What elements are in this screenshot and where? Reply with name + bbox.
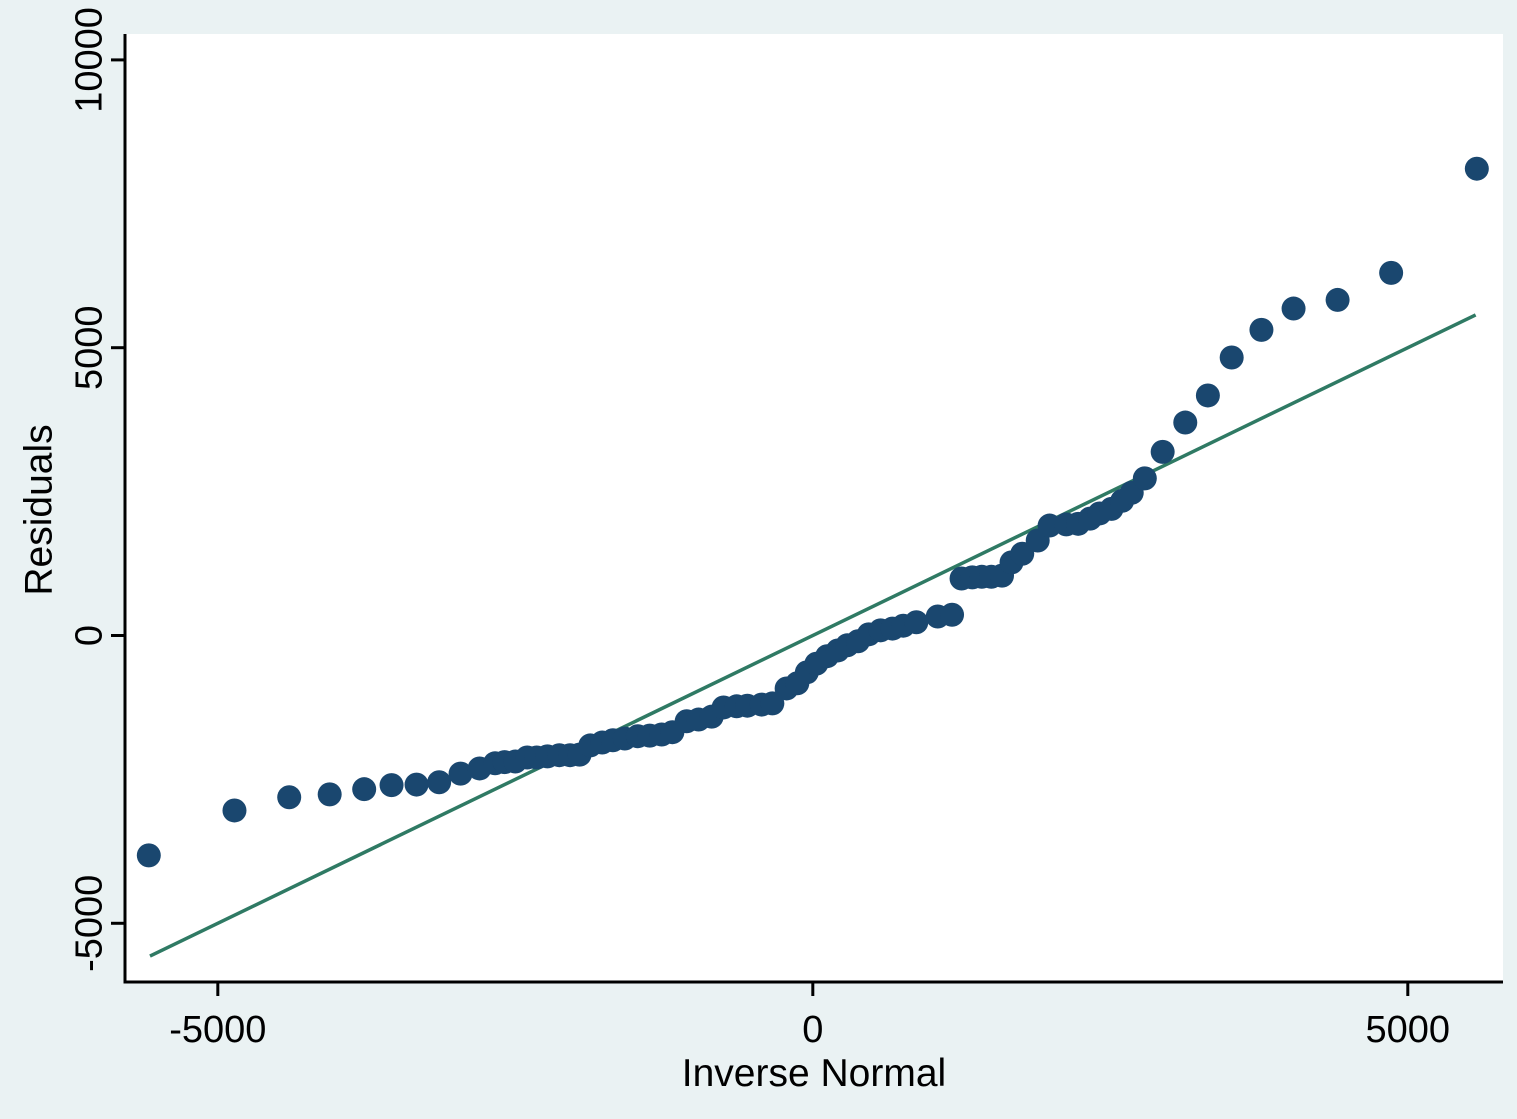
x-axis-title: Inverse Normal — [682, 1052, 946, 1095]
data-point — [352, 777, 377, 802]
data-point — [1150, 439, 1175, 464]
data-point — [1132, 466, 1157, 491]
data-point — [1173, 410, 1198, 435]
axis-ticks — [111, 58, 1410, 996]
x-tick-label: 0 — [802, 1009, 823, 1051]
data-point — [940, 602, 965, 627]
data-point — [1281, 296, 1306, 321]
data-point — [1249, 317, 1274, 342]
data-point — [379, 773, 404, 798]
data-point — [404, 772, 429, 797]
y-axis-title: Residuals — [18, 424, 61, 595]
data-point — [1379, 260, 1404, 285]
y-tick-label: 10000 — [68, 7, 110, 113]
data-point — [277, 785, 302, 810]
data-point — [1325, 287, 1350, 312]
data-point — [1195, 383, 1220, 408]
x-tick-label: -5000 — [169, 1009, 266, 1051]
data-point — [136, 843, 161, 868]
data-point — [222, 798, 247, 823]
data-point — [448, 761, 473, 786]
data-point — [760, 691, 785, 716]
y-tick-label: -5000 — [68, 875, 110, 972]
scatter-points — [136, 156, 1489, 868]
data-point — [1464, 156, 1489, 181]
plot-area — [125, 34, 1503, 982]
x-tick-label: 5000 — [1366, 1009, 1451, 1051]
y-tick-label: 0 — [68, 625, 110, 646]
data-point — [904, 610, 929, 635]
y-tick-label: 5000 — [68, 305, 110, 390]
reference-line — [149, 313, 1477, 958]
data-point — [317, 782, 342, 807]
data-point — [427, 770, 452, 795]
data-point — [1219, 345, 1244, 370]
axis-tick-labels: -5000 0 5000 -5000 0 5000 10000 — [68, 7, 1450, 1051]
